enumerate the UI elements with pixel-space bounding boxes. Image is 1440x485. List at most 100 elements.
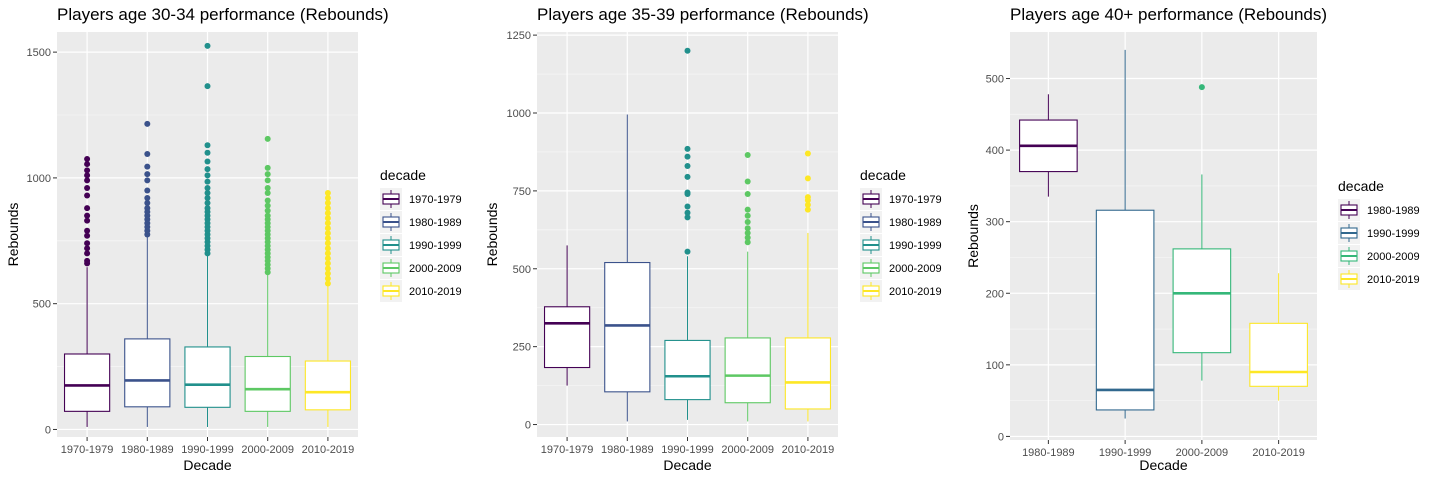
box-body [1172, 248, 1232, 354]
x-axis-title: Decade [663, 457, 711, 473]
outlier-point [324, 260, 331, 267]
legend-key-1990-1999: 1990-1999 [1338, 222, 1420, 244]
legend-title: decade [380, 167, 426, 183]
outlier-point [684, 153, 691, 160]
box-2010-2019 [304, 189, 352, 427]
box-body [664, 339, 711, 401]
outlier-point [804, 206, 811, 213]
y-tick-label: 300 [986, 217, 1004, 229]
legend-label: 1980-1989 [889, 217, 942, 229]
outlier-point [324, 275, 331, 282]
outlier-point [684, 173, 691, 180]
box-1990-1999 [664, 47, 711, 420]
x-tick-label: 1980-1989 [121, 444, 174, 456]
legend-label: 1990-1999 [409, 240, 462, 252]
x-tick-label: 2010-2019 [302, 444, 355, 456]
legend-key-1980-1989: 1980-1989 [1338, 199, 1420, 221]
outlier-point [1198, 84, 1205, 91]
outlier-point [144, 151, 151, 158]
box-body [1095, 209, 1155, 411]
x-tick-label: 1990-1999 [661, 444, 714, 456]
outlier-point [204, 178, 211, 185]
outlier-point [324, 189, 331, 196]
box-2010-2019 [784, 150, 832, 422]
legend-key-2010-2019: 2010-2019 [380, 280, 462, 302]
outlier-point [84, 167, 91, 174]
outlier-point [84, 217, 91, 224]
outlier-point [204, 195, 211, 202]
outlier-point [264, 207, 271, 214]
y-tick-label: 0 [45, 424, 51, 436]
x-tick-label: 2010-2019 [782, 444, 835, 456]
outlier-point [684, 203, 691, 210]
outlier-point [324, 250, 331, 257]
outlier-point [204, 189, 211, 196]
y-tick-label: 250 [513, 342, 531, 354]
legend-label: 2000-2009 [889, 263, 942, 275]
box-body [124, 338, 171, 408]
legend-label: 1980-1989 [1367, 205, 1420, 217]
box-1990-1999 [1095, 49, 1155, 419]
outlier-point [684, 189, 691, 196]
y-tick-label: 1250 [507, 30, 531, 42]
legend-label: 2000-2009 [1367, 251, 1420, 263]
x-tick-label: 2000-2009 [241, 444, 294, 456]
box-body [244, 355, 291, 412]
outlier-point [84, 177, 91, 184]
outlier-point [204, 83, 211, 90]
legend: decade 1970-1979 1980-1989 1990-1999 2000-20… [380, 167, 462, 302]
outlier-point [84, 156, 91, 163]
outlier-point [324, 270, 331, 277]
y-tick-label: 1000 [27, 173, 51, 185]
outlier-point [744, 191, 751, 197]
y-axis-title: Rebounds [484, 203, 500, 267]
legend-key-1970-1979: 1970-1979 [380, 188, 462, 210]
outlier-point [84, 161, 91, 168]
chart-title: Players age 30-34 performance (Rebounds) [57, 5, 389, 24]
box-body [63, 353, 111, 412]
legend-label: 1980-1989 [409, 217, 462, 229]
outlier-point [84, 172, 91, 179]
outlier-point [324, 205, 331, 212]
outlier-point [84, 192, 91, 199]
y-tick-label: 500 [33, 299, 51, 311]
legend-key-2000-2009: 2000-2009 [1338, 245, 1420, 267]
y-tick-label: 500 [986, 74, 1004, 86]
outlier-point [204, 200, 211, 207]
outlier-point [204, 184, 211, 191]
outlier-point [324, 280, 331, 287]
x-axis-title: Decade [1139, 457, 1187, 473]
x-tick-label: 1970-1979 [541, 444, 594, 456]
outlier-point [804, 201, 811, 208]
legend: decade 1980-1989 1990-1999 2000-2009 2010-20… [1338, 178, 1420, 290]
box-2000-2009 [244, 135, 291, 427]
outlier-point [804, 175, 811, 182]
chart-title: Players age 35-39 performance (Rebounds) [537, 5, 869, 24]
chart-panel-1: 0 500 1000 1500 1970-1979 1980-1989 1990-1999 2… [5, 5, 462, 473]
outlier-point [204, 142, 211, 149]
y-tick-label: 100 [986, 360, 1004, 372]
y-tick-label: 1000 [507, 108, 531, 120]
legend-key-1970-1979: 1970-1979 [860, 188, 942, 210]
outlier-point [204, 42, 211, 49]
outlier-point [144, 195, 151, 202]
y-tick-label: 1500 [27, 47, 51, 59]
legend-key-2000-2009: 2000-2009 [860, 257, 942, 279]
outlier-point [264, 135, 271, 142]
x-tick-label: 1980-1989 [1022, 447, 1075, 459]
outlier-point [684, 214, 691, 221]
box-body [724, 337, 771, 404]
outlier-point [204, 149, 211, 156]
outlier-point [804, 150, 811, 157]
legend: decade 1970-1979 1980-1989 1990-1999 2000-20… [860, 167, 942, 302]
outlier-point [144, 177, 151, 184]
box-body [1249, 322, 1308, 387]
x-tick-label: 1990-1999 [181, 444, 234, 456]
outlier-point [84, 205, 91, 212]
x-tick-label: 2000-2009 [721, 444, 774, 456]
outlier-point [324, 210, 331, 217]
outlier-point [684, 47, 691, 54]
outlier-point [204, 166, 211, 173]
outlier-point [324, 245, 331, 252]
